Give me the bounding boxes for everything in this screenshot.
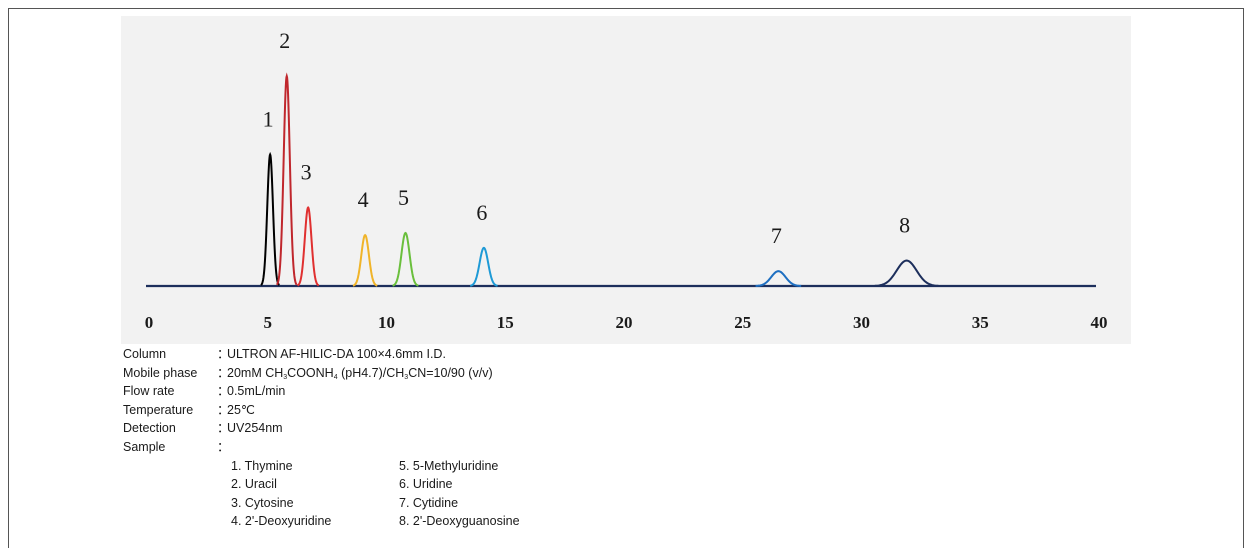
sample-list-row: 2. Uracil 6. Uridine [227, 475, 599, 494]
colon: ： [217, 347, 230, 361]
colon: ： [217, 439, 230, 454]
x-tick-label: 5 [264, 313, 273, 332]
peak-2-label: 2 [279, 28, 290, 53]
mobile-phase-part: 20mM CH [227, 365, 284, 380]
sample-item: 5. 5-Methyluridine [399, 458, 499, 473]
sample-list-row: 1. Thymine 5. 5-Methyluridine [227, 457, 599, 476]
peak-4-label: 4 [358, 187, 369, 212]
subscript: 3 [283, 373, 288, 381]
sample-label: Sample [123, 439, 166, 454]
peak-6-label: 6 [476, 200, 487, 225]
sample-list-row: 4. 2'-Deoxyuridine 8. 2'-Deoxyguanosine [227, 512, 599, 531]
x-tick-label: 25 [734, 313, 751, 332]
peak-4-trace [352, 233, 378, 287]
peak-3-trace [297, 205, 320, 287]
sample-item: 8. 2'-Deoxyguanosine [399, 514, 520, 529]
flow-rate-value: 0.5mL/min [227, 384, 286, 399]
mobile-phase-row: Mobile phase ： 20mM CH3COONH4 (pH4.7)/CH… [123, 364, 823, 383]
column-value: ULTRON AF-HILIC-DA 100×4.6mm I.D. [227, 347, 446, 361]
mobile-phase-value: 20mM CH3COONH4 (pH4.7)/CH3CN=10/90 (v/v) [227, 364, 493, 383]
mobile-phase-label: Mobile phase [123, 365, 198, 380]
sample-item: 1. Thymine [231, 458, 293, 473]
column-label: Column [123, 347, 167, 361]
peak-8-trace [874, 259, 939, 287]
sample-row: Sample ： [123, 438, 823, 457]
colon: ： [217, 365, 230, 380]
peak-7-trace [755, 270, 802, 287]
x-tick-label: 10 [378, 313, 395, 332]
sample-item: 6. Uridine [399, 477, 453, 492]
x-tick-label: 0 [145, 313, 154, 332]
subscript: 4 [333, 373, 338, 381]
peak-5-label: 5 [398, 185, 409, 210]
peak-3-label: 3 [301, 160, 312, 185]
mobile-phase-part: CN=10/90 (v/v) [408, 365, 493, 380]
detection-label: Detection [123, 421, 176, 436]
colon: ： [217, 421, 230, 436]
temperature-label: Temperature [123, 402, 194, 417]
temperature-row: Temperature ： 25℃ [123, 401, 823, 420]
sample-list-row: 3. Cytosine 7. Cytidine [227, 494, 599, 513]
peak-5-trace [392, 231, 419, 287]
x-tick-label: 40 [1091, 313, 1108, 332]
column-row: Column ： ULTRON AF-HILIC-DA 100×4.6mm I.… [123, 345, 823, 364]
figure-frame [8, 8, 1244, 548]
peak-7-label: 7 [771, 223, 782, 248]
sample-item: 3. Cytosine [231, 495, 294, 510]
x-tick-label: 35 [972, 313, 989, 332]
sample-item: 4. 2'-Deoxyuridine [231, 514, 332, 529]
sample-item: 2. Uracil [231, 477, 277, 492]
mobile-phase-part: (pH4.7)/CH [337, 365, 405, 380]
x-tick-label: 15 [497, 313, 514, 332]
detection-value: UV254nm [227, 421, 283, 436]
subscript: 3 [404, 373, 409, 381]
peak-2-trace [276, 72, 298, 286]
plot-area [121, 16, 1131, 344]
flow-rate-label: Flow rate [123, 384, 175, 399]
flow-rate-row: Flow rate ： 0.5mL/min [123, 382, 823, 401]
peak-6-trace [469, 246, 498, 287]
colon: ： [217, 402, 230, 417]
chromatogram-chart: 1 2 3 4 5 6 7 8 0 5 10 15 20 25 30 35 40 [145, 28, 1108, 332]
x-tick-label: 20 [616, 313, 633, 332]
detection-row: Detection ： UV254nm [123, 419, 823, 438]
peak-1-label: 1 [263, 107, 274, 132]
peak-1-trace [260, 151, 280, 286]
sample-list: 1. Thymine 5. 5-Methyluridine 2. Uracil … [227, 457, 599, 531]
x-tick-label: 30 [853, 313, 870, 332]
peak-8-label: 8 [899, 213, 910, 238]
sample-item: 7. Cytidine [399, 495, 459, 510]
mobile-phase-part: COONH [287, 365, 334, 380]
colon: ： [217, 384, 230, 399]
temperature-value: 25℃ [227, 402, 255, 417]
conditions-table: Column ： ULTRON AF-HILIC-DA 100×4.6mm I.… [123, 345, 823, 528]
